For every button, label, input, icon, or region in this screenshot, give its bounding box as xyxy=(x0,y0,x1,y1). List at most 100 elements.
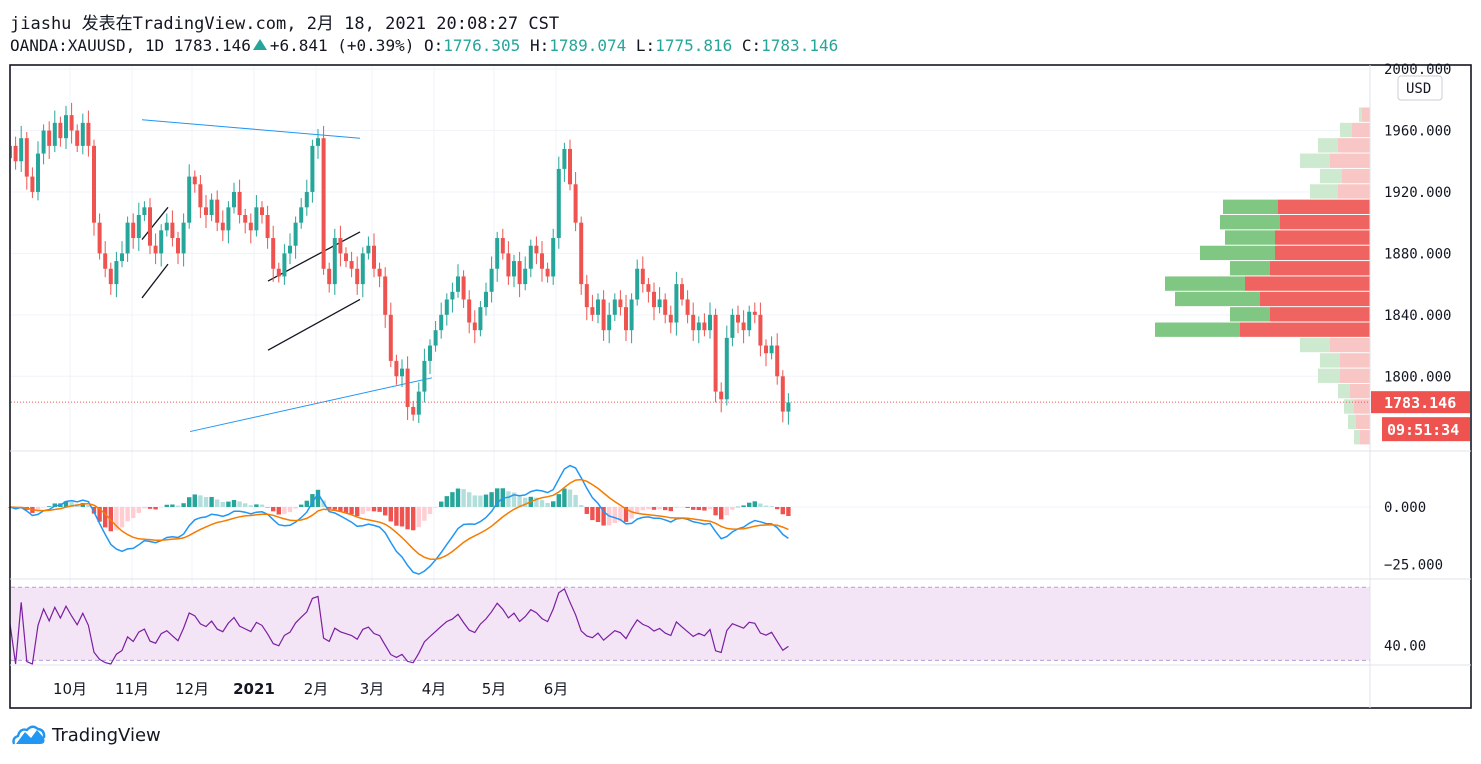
tradingview-brand[interactable]: TradingView xyxy=(12,724,161,746)
currency-badge xyxy=(1397,75,1443,101)
macd-histogram-bar xyxy=(450,492,455,507)
candle-body xyxy=(226,207,231,231)
candle-body xyxy=(388,314,393,361)
candle-body xyxy=(724,337,729,400)
candle-body xyxy=(13,145,18,162)
macd-histogram-bar xyxy=(175,505,181,507)
candle-body xyxy=(338,238,343,254)
macd-histogram-bar xyxy=(192,494,197,507)
candle-body xyxy=(220,222,225,231)
macd-histogram-bar xyxy=(237,501,242,507)
macd-histogram-bar xyxy=(668,506,673,512)
candle-body xyxy=(41,130,46,154)
macd-histogram-bar xyxy=(97,506,102,522)
candle-body xyxy=(75,130,80,146)
candle-body xyxy=(685,299,690,315)
candle-body xyxy=(646,284,651,292)
macd-histogram-bar xyxy=(623,506,629,522)
chart-header-line1: jiashu 发表在TradingView.com, 2月 18, 2021 2… xyxy=(10,9,559,34)
candle-body xyxy=(747,311,752,331)
candle-body xyxy=(652,291,656,308)
volume-profile-up-bar xyxy=(1165,276,1245,291)
candle-body xyxy=(780,376,785,412)
candle-body xyxy=(635,268,640,300)
macd-histogram-bar xyxy=(517,496,522,507)
candle-body xyxy=(80,122,85,146)
candle-body xyxy=(444,299,449,315)
macd-histogram-bar xyxy=(310,494,315,507)
macd-histogram-bar xyxy=(399,506,405,527)
macd-histogram-bar xyxy=(539,500,545,507)
candle-body xyxy=(187,176,192,223)
macd-histogram-bar xyxy=(780,506,785,515)
candle-body xyxy=(663,299,668,315)
price-tick-label: 1840.000 xyxy=(1384,308,1451,324)
macd-histogram-bar xyxy=(551,501,556,507)
candle-body xyxy=(775,345,780,377)
candle-body xyxy=(97,222,102,254)
candle-body xyxy=(288,245,292,254)
macd-histogram-bar xyxy=(259,504,265,507)
macd-histogram-bar xyxy=(153,506,158,510)
low-value: 1775.816 xyxy=(655,36,733,55)
candle-body xyxy=(36,153,40,192)
macd-histogram-bar xyxy=(282,506,287,514)
candle-body xyxy=(405,368,410,407)
candle-body xyxy=(640,268,645,285)
tradingview-cloud-icon xyxy=(12,725,46,745)
candle-body xyxy=(517,261,522,285)
symbol[interactable]: OANDA:XAUUSD, xyxy=(10,36,136,55)
candle-body xyxy=(237,191,242,215)
macd-histogram-bar xyxy=(416,506,421,528)
macd-line xyxy=(9,464,789,575)
last-price-badge xyxy=(1371,391,1470,414)
candle-body xyxy=(360,253,365,285)
macd-histogram-bar xyxy=(730,506,735,510)
trendlines[interactable] xyxy=(11,119,1370,433)
volume-profile-down-bar xyxy=(1350,383,1370,399)
interval[interactable]: 1D xyxy=(144,36,165,55)
macd-histogram-bar xyxy=(103,506,108,528)
candle-body xyxy=(47,130,52,146)
candle-body xyxy=(400,368,404,377)
macd-histogram-bar xyxy=(758,503,763,507)
macd-histogram-bar xyxy=(584,506,589,514)
macd-histogram-bar xyxy=(579,505,584,507)
macd-histogram-bar xyxy=(523,497,528,507)
outer-border xyxy=(9,64,1472,709)
candle-body xyxy=(568,148,572,185)
volume-profile-up-bar xyxy=(1318,138,1338,153)
volume-profile-down-bar xyxy=(1338,184,1370,199)
candle-body xyxy=(394,360,399,377)
macd-histogram-bar xyxy=(366,506,371,512)
macd-histogram-bar xyxy=(506,491,511,507)
macd-histogram-bar xyxy=(405,506,410,530)
volume-profile-down-bar xyxy=(1260,291,1370,307)
candle-body xyxy=(439,314,444,331)
time-tick-label: 2021 xyxy=(233,680,275,698)
candle-body xyxy=(232,191,236,208)
candle-body xyxy=(752,311,757,315)
macd-pane xyxy=(7,464,1370,575)
candles xyxy=(11,102,791,425)
volume-profile-up-bar xyxy=(1354,430,1360,445)
rsi-band xyxy=(11,587,1370,661)
macd-histogram-bar xyxy=(752,501,757,507)
time-tick-label: 2月 xyxy=(304,680,329,698)
candle-body xyxy=(612,299,617,315)
macd-histogram-bar xyxy=(467,492,472,507)
macd-histogram-bar xyxy=(769,506,774,507)
candle-body xyxy=(702,322,707,331)
candle-body xyxy=(332,238,337,285)
last-price: 1783.146 xyxy=(173,36,251,55)
trendline-upper-wedge xyxy=(141,119,361,139)
macd-histogram-bar xyxy=(287,506,293,513)
candle-body xyxy=(528,245,533,269)
volume-profile-down-bar xyxy=(1362,107,1370,122)
price-tick-label: 1880.000 xyxy=(1384,246,1451,262)
macd-histogram-bar xyxy=(422,506,427,521)
candle-body xyxy=(556,168,561,239)
candle-body xyxy=(125,222,130,254)
candle-body xyxy=(248,222,253,231)
